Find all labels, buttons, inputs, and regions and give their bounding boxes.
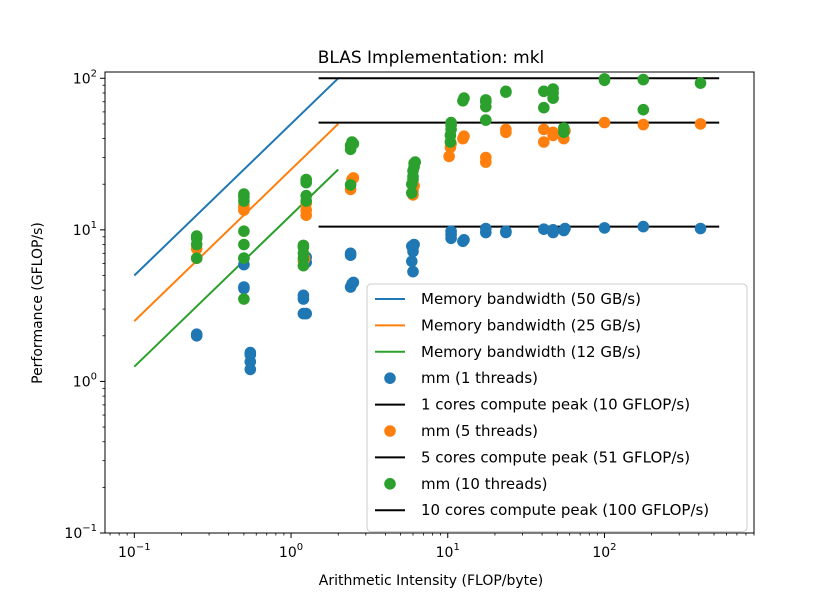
legend-label: 1 cores compute peak (10 GFLOP/s)	[421, 396, 690, 414]
legend-label: 10 cores compute peak (100 GFLOP/s)	[421, 501, 709, 519]
y-tick-label: 10−1	[64, 523, 97, 542]
data-point	[500, 123, 512, 136]
y-axis-label: Performance (GFLOP/s)	[30, 222, 46, 384]
data-point	[480, 114, 492, 126]
data-point	[538, 85, 550, 98]
data-point	[190, 230, 203, 242]
data-point	[637, 118, 650, 131]
legend-entry-mm-10-threads: mm (10 threads)	[384, 475, 548, 493]
series-mm-10-threads	[190, 73, 707, 305]
legend-label: mm (1 threads)	[421, 369, 538, 387]
legend-entry-memory-bandwidth-12-gb-s: Memory bandwidth (12 GB/s)	[375, 343, 641, 361]
data-point	[300, 173, 313, 186]
series-mm-1-threads	[190, 220, 707, 376]
x-axis-label: Arithmetic Intensity (FLOP/byte)	[319, 573, 543, 589]
data-point	[480, 151, 492, 164]
legend-entry-10-cores-compute-peak-100-gflop-s: 10 cores compute peak (100 GFLOP/s)	[375, 501, 709, 519]
legend-label: mm (5 threads)	[421, 422, 538, 440]
legend-label: 5 cores compute peak (51 GFLOP/s)	[421, 448, 690, 466]
data-point	[406, 240, 418, 252]
legend-label: mm (10 threads)	[421, 475, 548, 493]
data-point	[407, 265, 419, 278]
data-point	[344, 247, 357, 260]
data-point	[458, 130, 470, 142]
data-point	[297, 239, 310, 252]
y-tick-label: 102	[73, 68, 97, 87]
data-point	[538, 223, 550, 235]
data-point	[559, 222, 571, 235]
data-point	[238, 225, 250, 237]
data-point	[409, 156, 422, 168]
data-point	[300, 189, 313, 202]
data-point	[406, 187, 418, 199]
legend-entry-1-cores-compute-peak-10-gflop-s: 1 cores compute peak (10 GFLOP/s)	[375, 396, 690, 414]
data-point	[547, 83, 559, 95]
data-point	[297, 289, 310, 302]
legend-label: Memory bandwidth (12 GB/s)	[421, 343, 641, 361]
data-point	[300, 307, 313, 320]
data-point	[547, 224, 559, 236]
data-point	[344, 179, 357, 191]
data-point	[190, 328, 203, 341]
legend-entry-memory-bandwidth-50-gb-s: Memory bandwidth (50 GB/s)	[375, 290, 641, 308]
data-point	[238, 281, 250, 293]
data-point	[694, 222, 707, 235]
data-point	[480, 94, 492, 106]
data-point	[238, 238, 250, 251]
data-point	[238, 252, 250, 264]
data-point	[694, 118, 707, 130]
legend-marker-swatch	[384, 372, 396, 385]
legend-label: Memory bandwidth (25 GB/s)	[421, 316, 641, 334]
data-point	[480, 222, 492, 235]
data-point	[500, 85, 512, 98]
data-point	[637, 73, 650, 86]
data-point	[238, 293, 250, 305]
data-point	[558, 122, 570, 134]
y-tick-label: 100	[73, 371, 97, 390]
legend-marker-swatch	[384, 478, 396, 490]
legend-entry-memory-bandwidth-25-gb-s: Memory bandwidth (25 GB/s)	[375, 316, 641, 334]
axis-ticks: 10−1 100 101 102 10−1 100 101 102	[64, 68, 755, 561]
x-tick-label: 10−1	[118, 542, 151, 561]
data-point	[538, 136, 550, 148]
data-point	[238, 188, 250, 200]
data-point	[347, 276, 360, 289]
data-point	[547, 126, 559, 139]
data-point	[598, 222, 611, 234]
data-point	[244, 346, 257, 359]
y-tick-label: 101	[73, 220, 97, 239]
data-point	[406, 255, 418, 268]
plot-area	[133, 73, 720, 376]
x-tick-label: 102	[592, 542, 616, 561]
data-point	[598, 116, 611, 129]
legend-marker-swatch	[384, 425, 396, 437]
data-point	[538, 123, 550, 136]
x-tick-label: 101	[436, 542, 460, 561]
data-point	[347, 137, 360, 150]
data-point	[694, 77, 707, 89]
data-point	[500, 225, 512, 237]
legend-entry-5-cores-compute-peak-51-gflop-s: 5 cores compute peak (51 GFLOP/s)	[375, 448, 690, 466]
legend: Memory bandwidth (50 GB/s) Memory bandwid…	[366, 283, 748, 533]
line-memory-bandwidth-50-gb-s	[133, 77, 339, 277]
chart-title: BLAS Implementation: mkl	[318, 48, 545, 68]
legend-entry-mm-5-threads: mm (5 threads)	[384, 422, 538, 440]
data-point	[538, 101, 550, 114]
data-point	[637, 103, 650, 116]
legend-box	[366, 283, 748, 533]
legend-label: Memory bandwidth (50 GB/s)	[421, 290, 641, 308]
data-point	[443, 150, 455, 163]
data-point	[445, 116, 457, 129]
data-point	[598, 73, 611, 85]
line-memory-bandwidth-25-gb-s	[133, 123, 339, 322]
x-tick-label: 100	[279, 542, 303, 561]
legend-entry-mm-1-threads: mm (1 threads)	[384, 369, 538, 387]
data-point	[445, 225, 457, 237]
data-point	[458, 92, 470, 104]
data-point	[637, 220, 650, 233]
data-point	[190, 252, 203, 264]
data-point	[458, 234, 470, 246]
axes-frame	[104, 71, 755, 534]
